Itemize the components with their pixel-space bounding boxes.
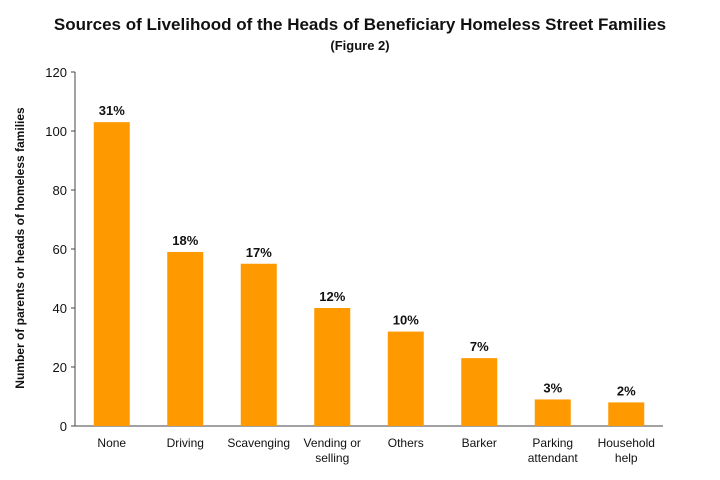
data-label: 3%	[543, 380, 562, 395]
data-label: 2%	[617, 383, 636, 398]
y-tick-label: 80	[53, 183, 67, 198]
plot-area: 0 20 40 60 80 100 120 31% None 18% Driving 17% Scave…	[45, 65, 663, 465]
x-tick-label: Barker	[462, 436, 497, 450]
bar	[387, 331, 424, 426]
x-tick-label: selling	[315, 451, 349, 465]
bar	[461, 358, 498, 426]
data-label: 10%	[393, 313, 419, 328]
chart-title: Sources of Livelihood of the Heads of Be…	[54, 15, 666, 34]
y-axis-label: Number of parents or heads of homeless f…	[13, 107, 27, 389]
bar	[93, 122, 130, 427]
chart-subtitle: (Figure 2)	[330, 38, 389, 53]
data-label: 12%	[319, 289, 345, 304]
x-tick-label: Others	[388, 436, 424, 450]
y-tick-label: 60	[53, 242, 67, 257]
x-tick-label: Parking	[532, 436, 573, 450]
y-tick-label: 20	[53, 360, 67, 375]
y-tick-label: 40	[53, 301, 67, 316]
data-label: 17%	[246, 245, 272, 260]
x-tick-label: None	[97, 436, 126, 450]
y-tick-label: 0	[60, 419, 67, 434]
x-tick-label: Vending or	[304, 436, 361, 450]
x-tick-label: Scavenging	[227, 436, 290, 450]
bar	[240, 263, 277, 426]
bar	[314, 308, 351, 426]
y-tick-label: 100	[45, 124, 67, 139]
y-tick-label: 120	[45, 65, 67, 80]
bar	[167, 251, 204, 426]
bar	[534, 399, 571, 426]
data-label: 31%	[99, 103, 125, 118]
x-tick-label: attendant	[528, 451, 579, 465]
x-tick-label: Household	[598, 436, 655, 450]
data-label: 7%	[470, 339, 489, 354]
data-label: 18%	[172, 233, 198, 248]
x-tick-label: help	[615, 451, 638, 465]
x-tick-label: Driving	[167, 436, 204, 450]
bar	[608, 402, 645, 426]
